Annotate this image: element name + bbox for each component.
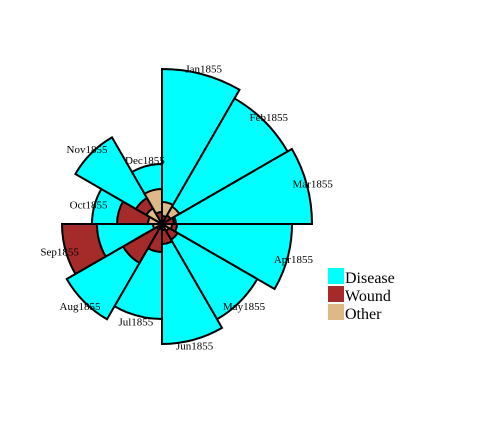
legend-swatch-wound	[328, 286, 344, 302]
month-label-sep1855: Sep1855	[40, 246, 79, 258]
month-labels: Jan1855 Feb1855 Mar1855 Apr1855 May1855 Jun18…	[40, 64, 333, 353]
legend-swatch-other	[328, 304, 344, 320]
legend-label-wound: Wound	[345, 288, 391, 305]
legend-label-other: Other	[345, 306, 382, 323]
legend-swatch-disease	[328, 268, 344, 284]
month-label-jul1855: Jul1855	[118, 317, 153, 329]
month-label-mar1855: Mar1855	[293, 179, 334, 191]
wedge-wound-dec1855	[154, 210, 163, 228]
month-label-aug1855: Aug1855	[60, 301, 101, 313]
wedge-disease-apr1855	[158, 223, 294, 291]
legend-label-disease: Disease	[345, 270, 395, 287]
chart-wedges	[60, 67, 314, 346]
month-label-oct1855: Oct1855	[70, 199, 108, 211]
month-label-apr1855: Apr1855	[274, 254, 314, 266]
wedge-disease-jan1855	[161, 67, 241, 228]
month-label-nov1855: Nov1855	[67, 144, 108, 156]
month-label-jan1855: Jan1855	[185, 64, 222, 76]
month-label-dec1855: Dec1855	[125, 155, 165, 167]
wedge-disease-jun1855	[161, 220, 224, 346]
wedge-disease-mar1855	[158, 147, 314, 225]
month-label-jun1855: Jun1855	[176, 341, 214, 353]
month-label-feb1855: Feb1855	[250, 112, 289, 124]
month-label-may1855: May1855	[223, 301, 266, 313]
